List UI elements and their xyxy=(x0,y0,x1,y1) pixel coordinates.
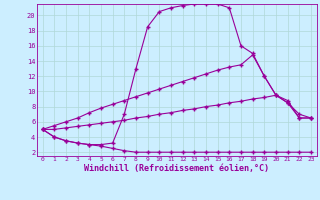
X-axis label: Windchill (Refroidissement éolien,°C): Windchill (Refroidissement éolien,°C) xyxy=(84,164,269,173)
